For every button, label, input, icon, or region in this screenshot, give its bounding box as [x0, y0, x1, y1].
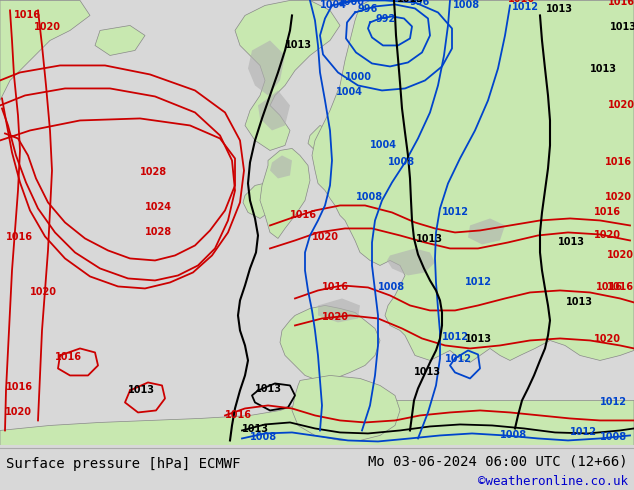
Text: 1013: 1013 — [414, 368, 441, 377]
Text: 1008: 1008 — [388, 157, 415, 168]
Polygon shape — [0, 400, 634, 445]
Text: 1008: 1008 — [250, 433, 277, 442]
Text: 1013: 1013 — [285, 41, 312, 50]
Text: 1008: 1008 — [453, 0, 480, 10]
Text: 1013: 1013 — [558, 238, 585, 247]
Text: Surface pressure [hPa] ECMWF: Surface pressure [hPa] ECMWF — [6, 457, 241, 470]
Text: 1020: 1020 — [30, 288, 57, 297]
Text: 1012: 1012 — [570, 427, 597, 438]
Text: 1004: 1004 — [336, 87, 363, 98]
Text: 1016: 1016 — [290, 210, 317, 221]
Text: 1016: 1016 — [508, 0, 535, 4]
Text: Mo 03-06-2024 06:00 UTC (12+66): Mo 03-06-2024 06:00 UTC (12+66) — [368, 454, 628, 468]
Polygon shape — [248, 41, 285, 96]
Text: 992: 992 — [375, 14, 395, 24]
Text: 1016: 1016 — [322, 282, 349, 293]
Text: 1012: 1012 — [465, 277, 492, 288]
Polygon shape — [310, 0, 634, 363]
Text: 1020: 1020 — [322, 313, 349, 322]
Polygon shape — [95, 25, 145, 55]
Text: 1004: 1004 — [370, 141, 397, 150]
Text: 1024: 1024 — [145, 202, 172, 213]
Polygon shape — [235, 0, 340, 150]
Text: 1016: 1016 — [6, 383, 33, 392]
Polygon shape — [260, 148, 310, 239]
Text: 1016: 1016 — [225, 411, 252, 420]
Text: 1016: 1016 — [596, 282, 623, 293]
Text: 1013: 1013 — [610, 23, 634, 32]
Text: 1013: 1013 — [242, 424, 269, 435]
Text: 1016: 1016 — [6, 232, 33, 243]
Text: 1013: 1013 — [566, 297, 593, 307]
Polygon shape — [0, 0, 90, 100]
Text: 1012: 1012 — [442, 332, 469, 343]
Text: 1008: 1008 — [600, 433, 627, 442]
Polygon shape — [243, 182, 275, 219]
Text: 1020: 1020 — [605, 193, 632, 202]
Text: 1012: 1012 — [445, 354, 472, 365]
Text: 1012: 1012 — [512, 2, 539, 12]
Text: 1013: 1013 — [255, 385, 282, 394]
Polygon shape — [387, 248, 435, 275]
Text: 1013: 1013 — [546, 4, 573, 14]
Text: 1004: 1004 — [320, 0, 347, 10]
Text: 1013: 1013 — [465, 335, 492, 344]
Text: 1020: 1020 — [5, 408, 32, 417]
Text: 1012: 1012 — [442, 207, 469, 218]
Text: 1000: 1000 — [345, 73, 372, 82]
Polygon shape — [468, 219, 505, 245]
Polygon shape — [318, 298, 360, 322]
Polygon shape — [258, 91, 290, 130]
Text: 1008: 1008 — [378, 282, 405, 293]
Text: 1013: 1013 — [397, 0, 424, 4]
Text: 1013: 1013 — [128, 386, 155, 395]
Text: 996: 996 — [358, 4, 378, 14]
Polygon shape — [280, 305, 380, 380]
Text: 1016: 1016 — [605, 157, 632, 168]
Polygon shape — [270, 155, 292, 178]
Text: 1020: 1020 — [594, 230, 621, 241]
Text: 1012: 1012 — [600, 397, 627, 408]
Text: 1020: 1020 — [594, 335, 621, 344]
Text: 1008: 1008 — [356, 193, 383, 202]
Text: 1016: 1016 — [608, 0, 634, 7]
Text: 1013: 1013 — [416, 234, 443, 245]
Polygon shape — [308, 125, 330, 150]
Text: 996: 996 — [410, 0, 430, 7]
Text: 1028: 1028 — [140, 168, 167, 177]
Polygon shape — [292, 375, 400, 441]
Text: 1028: 1028 — [145, 227, 172, 238]
Text: 1016: 1016 — [594, 207, 621, 218]
Text: 1020: 1020 — [608, 100, 634, 110]
Text: 1016: 1016 — [14, 10, 41, 21]
Text: 1013: 1013 — [590, 65, 617, 74]
Text: 1020: 1020 — [34, 23, 61, 32]
Text: 1016: 1016 — [55, 352, 82, 363]
Text: 1008: 1008 — [500, 430, 527, 441]
Text: 1016: 1016 — [607, 282, 634, 293]
Text: 1020: 1020 — [312, 232, 339, 243]
Text: 1000: 1000 — [338, 0, 365, 7]
Text: ©weatheronline.co.uk: ©weatheronline.co.uk — [477, 475, 628, 488]
Text: 1020: 1020 — [607, 250, 634, 261]
